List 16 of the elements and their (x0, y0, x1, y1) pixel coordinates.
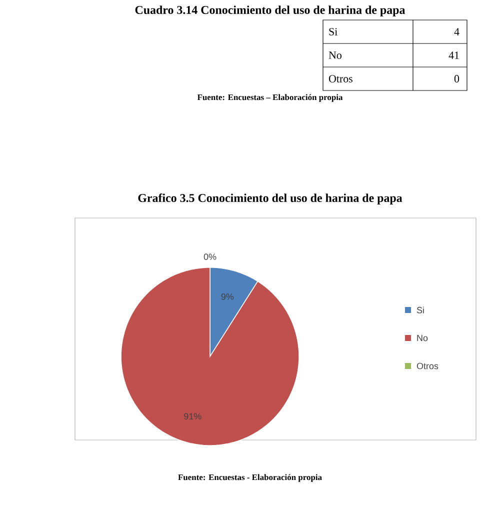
legend-label: No (417, 334, 428, 342)
data-label: 0 (454, 75, 460, 82)
category-label: Si (329, 28, 338, 36)
legend-label: Otros (416, 362, 438, 370)
category-label: No (328, 52, 342, 59)
legend-label: Si (416, 306, 424, 314)
data-label: 41 (448, 52, 459, 59)
data-label: 9% (221, 293, 234, 300)
category-label: Otros (328, 75, 352, 82)
chart-title: Grafico 3.5 Conocimiento del uso de harina de papa (138, 194, 402, 204)
text: Cuadro 3.14 Conocimiento del uso de harina de papa (135, 6, 406, 16)
data-label: 4 (454, 28, 460, 36)
source-note: Fuente: Encuestas - Elaboración propia (178, 474, 322, 482)
text: 0% (204, 254, 216, 260)
source-note: Fuente: Encuestas – Elaboración propia (197, 94, 343, 102)
data-label: 91% (184, 413, 202, 420)
